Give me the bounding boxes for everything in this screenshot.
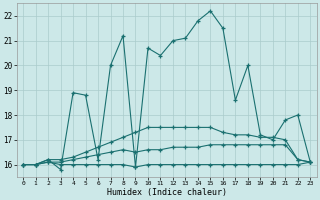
X-axis label: Humidex (Indice chaleur): Humidex (Indice chaleur) — [107, 188, 227, 197]
